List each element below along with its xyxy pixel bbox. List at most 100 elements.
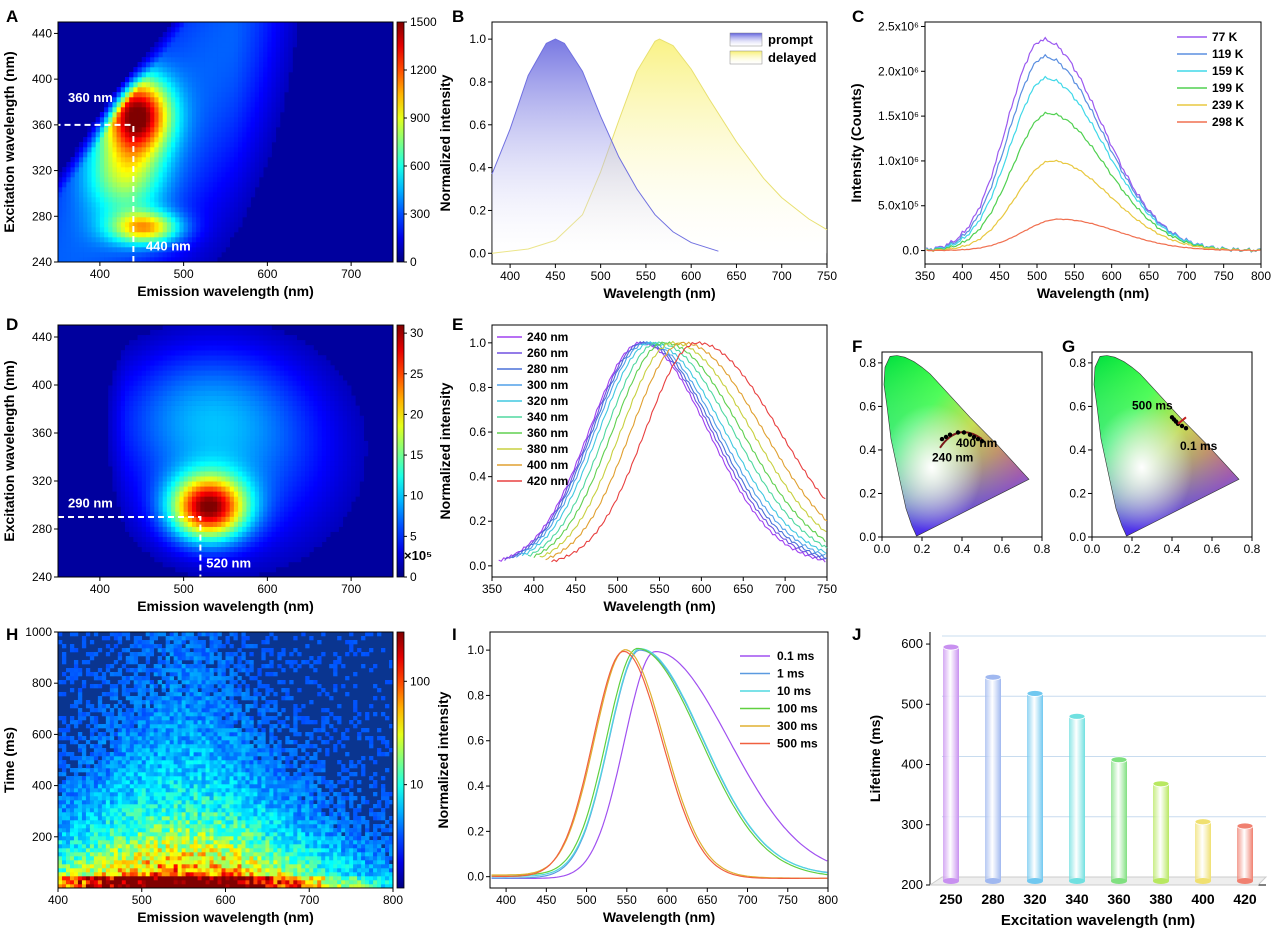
heatmap-cell: [154, 122, 159, 128]
heatmap-cell: [305, 546, 310, 553]
heatmap-cell: [196, 556, 201, 563]
heatmap-cell: [179, 242, 184, 248]
y-tick-label: 0.2: [859, 486, 876, 500]
heatmap-cell: [162, 72, 168, 78]
heatmap-cell: [288, 380, 293, 386]
heatmap-cell: [250, 102, 256, 108]
heatmap-cell: [153, 884, 158, 889]
heatmap-cell: [137, 506, 143, 512]
heatmap-cell: [250, 137, 256, 143]
heatmap-cell: [192, 546, 197, 553]
heatmap-cell: [196, 551, 201, 558]
heatmap-cell: [254, 117, 260, 123]
heatmap-cell: [212, 516, 218, 522]
heatmap-cell: [212, 501, 218, 507]
heatmap-cell: [217, 182, 222, 188]
heatmap-cell: [342, 466, 348, 472]
heatmap-cell: [158, 546, 163, 553]
heatmap-cell: [275, 97, 281, 103]
heatmap-cell: [112, 390, 117, 396]
heatmap-cell: [267, 400, 272, 406]
heatmap-cell: [284, 42, 289, 48]
heatmap-cell: [183, 430, 189, 437]
heatmap-cell: [116, 410, 122, 417]
heatmap-cell: [116, 207, 122, 213]
heatmap-cell: [70, 222, 76, 228]
cie-point: [967, 432, 973, 437]
heatmap-cell: [313, 445, 318, 452]
heatmap-cell: [263, 526, 268, 532]
heatmap-cell: [217, 340, 222, 346]
heatmap-cell: [305, 461, 310, 467]
heatmap-cell: [141, 350, 147, 356]
heatmap-cell: [288, 445, 293, 452]
heatmap-cell: [108, 217, 113, 223]
heatmap-cell: [225, 556, 230, 563]
colorbar-tick-label: 25: [410, 367, 424, 381]
heatmap-cell: [58, 217, 63, 223]
heatmap-cell: [279, 541, 285, 548]
heatmap-cell: [321, 375, 327, 381]
heatmap-cell: [279, 345, 285, 351]
heatmap-cell: [342, 476, 348, 482]
heatmap-cell: [204, 117, 210, 123]
heatmap-cell: [196, 232, 201, 238]
heatmap-cell: [120, 142, 126, 148]
heatmap-cell: [296, 496, 302, 502]
heatmap-cell: [325, 884, 330, 889]
heatmap-cell: [91, 152, 96, 158]
heatmap-cell: [129, 257, 134, 263]
heatmap-cell: [196, 541, 201, 548]
heatmap-cell: [305, 481, 310, 487]
heatmap-cell: [208, 526, 214, 532]
heatmap-cell: [187, 127, 193, 133]
heatmap-cell: [317, 425, 323, 432]
y-axis-title: Excitation wavelength (nm): [1, 51, 17, 232]
heatmap-cell: [192, 571, 197, 578]
heatmap-cell: [250, 52, 256, 58]
heatmap-cell: [78, 257, 84, 263]
heatmap-cell: [154, 232, 159, 238]
heatmap-cell: [91, 222, 96, 228]
heatmap-cell: [217, 177, 222, 183]
heatmap-cell: [229, 127, 235, 133]
heatmap-cell: [217, 476, 222, 482]
heatmap-cell: [263, 360, 268, 366]
heatmap-cell: [254, 551, 260, 558]
heatmap-cell: [141, 217, 147, 223]
heatmap-cell: [171, 345, 176, 351]
heatmap-cell: [221, 117, 226, 123]
heatmap-cell: [221, 486, 226, 492]
heatmap-cell: [66, 247, 71, 253]
heatmap-cell: [217, 370, 222, 376]
heatmap-cell: [275, 365, 281, 371]
heatmap-cell: [221, 370, 226, 376]
heatmap-cell: [200, 466, 205, 472]
heatmap-cell: [129, 884, 135, 889]
heatmap-cell: [200, 360, 205, 366]
heatmap-cell: [150, 187, 155, 193]
heatmap-cell: [284, 456, 289, 462]
heatmap-cell: [137, 252, 143, 258]
heatmap-cell: [346, 415, 352, 422]
heatmap-cell: [225, 67, 230, 73]
heatmap-cell: [58, 222, 63, 228]
heatmap-cell: [330, 385, 335, 391]
heatmap-cell: [187, 546, 193, 553]
heatmap-cell: [171, 87, 176, 93]
heatmap-cell: [65, 880, 71, 885]
heatmap-cell: [137, 390, 143, 396]
heatmap-cell: [149, 884, 155, 889]
heatmap-cell: [208, 37, 214, 43]
heatmap-cell: [171, 425, 176, 432]
heatmap-cell: [217, 390, 222, 396]
heatmap-cell: [305, 345, 310, 351]
heatmap-cell: [145, 212, 151, 218]
heatmap-cell: [271, 536, 277, 543]
heatmap-cell: [129, 142, 134, 148]
heatmap-cell: [204, 526, 210, 532]
heatmap-cell: [133, 252, 138, 258]
heatmap-cell: [246, 501, 251, 507]
heatmap-cell: [187, 242, 193, 248]
heatmap-cell: [129, 355, 134, 361]
